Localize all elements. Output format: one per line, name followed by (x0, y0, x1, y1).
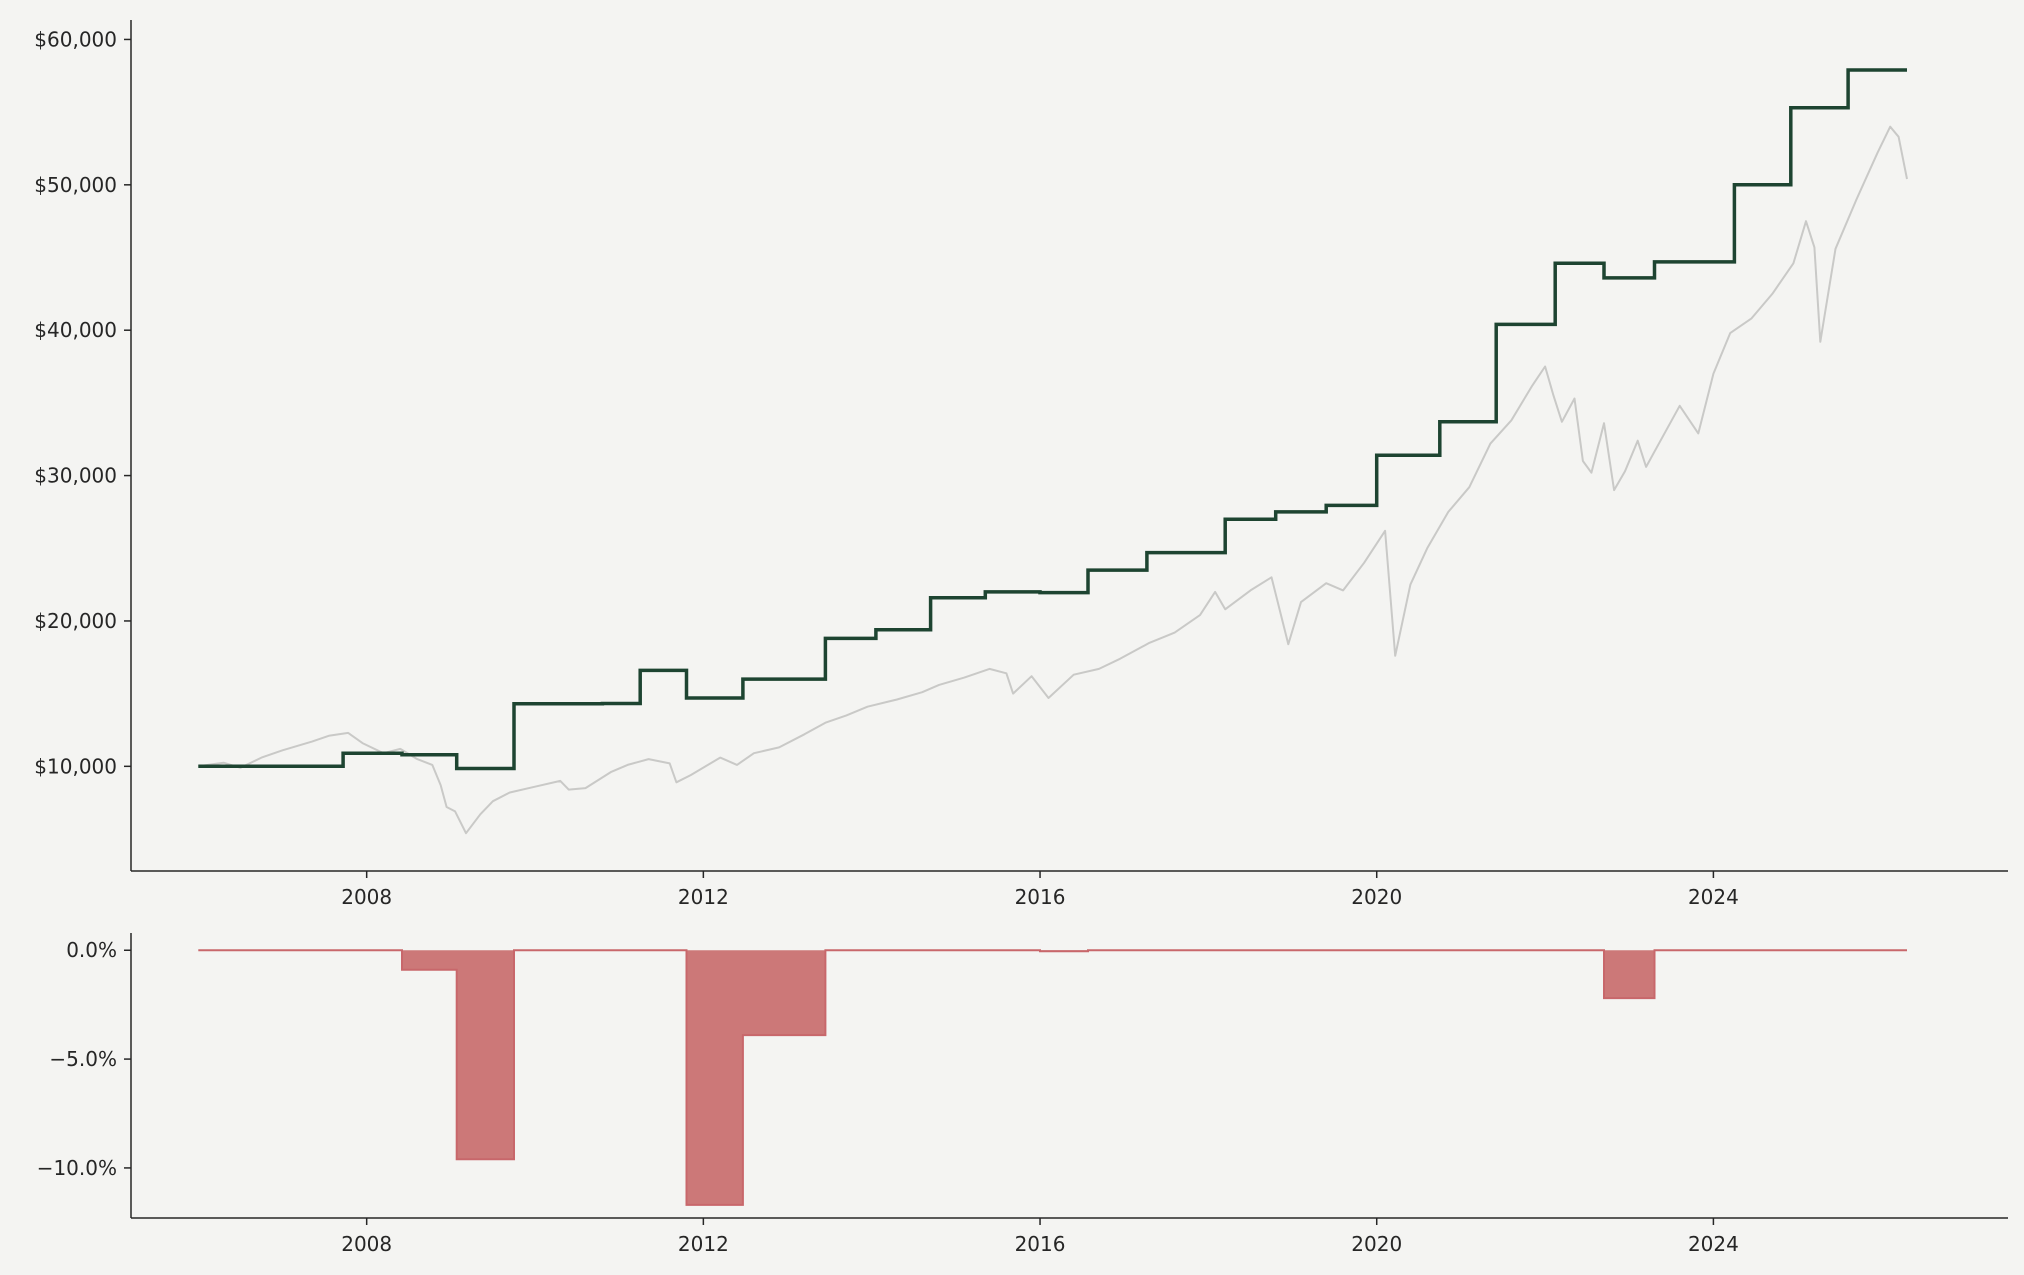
x-tick-label: 2020 (1351, 1232, 1402, 1256)
benchmark-line (198, 125, 1908, 835)
x-tick-label: 2024 (1688, 885, 1739, 909)
x-tick-label: 2008 (341, 885, 392, 909)
x-tick-label: 2016 (1015, 885, 1066, 909)
x-tick-label: 2008 (341, 1232, 392, 1256)
y-tick-label: −10.0% (37, 1156, 117, 1180)
x-tick-label: 2012 (678, 1232, 729, 1256)
y-tick-label: $20,000 (34, 609, 117, 633)
equity-curve-panel: 2008 2012 2016 2020 2024 $10,000 $20,000 $30,00… (34, 20, 2008, 909)
x-tick-label: 2020 (1351, 885, 1402, 909)
x-tick-label: 2024 (1688, 1232, 1739, 1256)
strategy-equity-step-line (198, 68, 1907, 771)
y-tick-label: −5.0% (49, 1047, 117, 1071)
x-tick-label: 2012 (678, 885, 729, 909)
y-tick-label: $30,000 (34, 464, 117, 488)
y-tick-label: $10,000 (34, 754, 117, 778)
y-tick-label: $40,000 (34, 318, 117, 342)
x-tick-label: 2016 (1015, 1232, 1066, 1256)
y-tick-label: 0.0% (66, 938, 117, 962)
drawdown-panel: 2008 2012 2016 2020 2024 0.0% −5.0% −10.0% (37, 933, 2008, 1256)
drawdown-edge-line (198, 949, 1907, 1206)
y-tick-label: $50,000 (34, 173, 117, 197)
y-tick-label: $60,000 (34, 27, 117, 51)
